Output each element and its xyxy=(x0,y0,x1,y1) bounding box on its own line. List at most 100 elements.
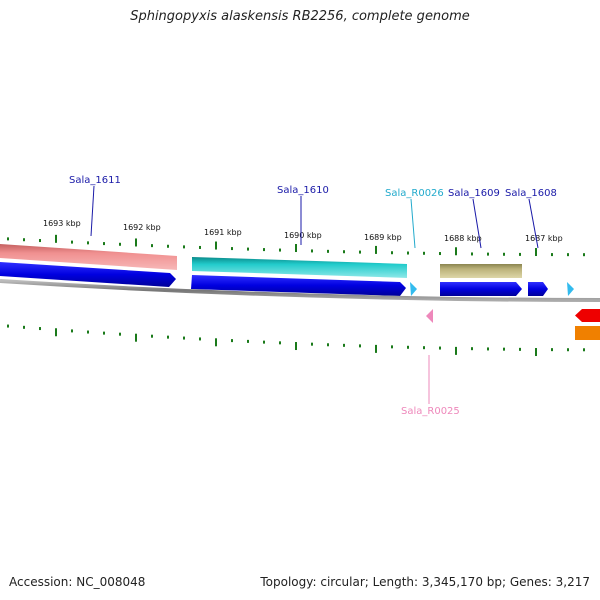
gene-label-sala-1609[interactable]: Sala_1609 xyxy=(448,188,500,199)
gene-arrow-sala-1611[interactable] xyxy=(0,262,176,287)
tick-mark xyxy=(391,345,393,349)
tick-mark xyxy=(567,348,569,352)
reverse-gene-red[interactable] xyxy=(575,309,600,322)
tick-mark xyxy=(503,252,505,256)
map-title: Sphingopyxis alaskensis RB2256, complete… xyxy=(130,9,470,24)
tick-mark xyxy=(375,344,377,353)
tick-mark xyxy=(247,339,249,343)
gene-label-sala-r0025[interactable]: Sala_R0025 xyxy=(401,406,460,417)
trna-arrow-right[interactable] xyxy=(567,282,574,296)
tick-mark xyxy=(183,336,185,340)
tick-mark xyxy=(295,342,297,351)
tick-mark xyxy=(103,242,105,246)
tick-mark xyxy=(407,345,409,349)
tick-mark xyxy=(167,335,169,339)
tick-mark xyxy=(263,248,265,252)
trna-arrow-sala-r0025[interactable] xyxy=(426,309,433,323)
tick-mark xyxy=(135,238,137,247)
tick-mark xyxy=(103,331,105,335)
kbp-label: 1690 kbp xyxy=(284,231,322,240)
tick-mark xyxy=(55,328,57,337)
tick-mark xyxy=(439,346,441,350)
tick-mark xyxy=(231,247,233,251)
tick-mark xyxy=(327,249,329,253)
gene-label-sala-1608[interactable]: Sala_1608 xyxy=(505,188,557,199)
tick-mark xyxy=(183,245,185,249)
tick-mark xyxy=(151,244,153,248)
tick-mark xyxy=(327,343,329,347)
tick-mark xyxy=(359,250,361,254)
gene-label-sala-1610[interactable]: Sala_1610 xyxy=(277,185,329,196)
kbp-label: 1692 kbp xyxy=(123,223,161,232)
tick-mark xyxy=(343,343,345,347)
tick-mark xyxy=(23,238,25,242)
tick-mark xyxy=(119,242,121,246)
tick-mark xyxy=(423,346,425,350)
forward-tick-marks xyxy=(7,234,585,257)
genome-backbone xyxy=(0,279,600,302)
tick-mark xyxy=(71,329,73,333)
tick-mark xyxy=(151,334,153,338)
tick-mark xyxy=(167,244,169,248)
tick-mark xyxy=(71,240,73,244)
tick-mark xyxy=(343,250,345,254)
gene-arrow-sala-1610[interactable] xyxy=(191,275,406,296)
reverse-genes xyxy=(426,309,600,340)
tick-mark xyxy=(135,333,137,342)
tick-mark xyxy=(455,346,457,355)
tick-mark xyxy=(391,251,393,255)
tick-mark xyxy=(279,341,281,345)
tick-mark xyxy=(583,348,585,352)
gene-labels: Sala_1611 Sala_1610 Sala_R0026 Sala_1609… xyxy=(69,175,557,417)
tick-mark xyxy=(311,342,313,346)
gene-label-sala-1611[interactable]: Sala_1611 xyxy=(69,175,121,186)
kbp-label: 1688 kbp xyxy=(444,234,482,243)
tick-mark xyxy=(87,330,89,334)
tick-mark xyxy=(7,324,9,328)
label-leaders xyxy=(90,185,539,404)
tick-mark xyxy=(551,348,553,352)
gene-label-sala-r0026[interactable]: Sala_R0026 xyxy=(385,188,444,199)
tick-mark xyxy=(199,245,201,249)
tick-mark xyxy=(295,244,297,253)
kbp-label: 1693 kbp xyxy=(43,219,81,228)
reverse-tick-marks xyxy=(7,324,585,357)
tick-mark xyxy=(455,247,457,256)
tick-mark xyxy=(471,347,473,351)
cog-bar-sala-1610[interactable] xyxy=(192,257,407,278)
tick-mark xyxy=(199,337,201,341)
cog-bar-sala-1609[interactable] xyxy=(440,264,522,278)
gene-arrow-sala-1608[interactable] xyxy=(528,282,548,296)
tick-mark xyxy=(87,241,89,245)
tick-mark xyxy=(7,237,9,241)
tick-mark xyxy=(311,249,313,253)
cog-bars xyxy=(0,244,522,278)
cog-bar-sala-1611[interactable] xyxy=(0,244,177,270)
tick-mark xyxy=(119,332,121,336)
topology-text: Topology: circular; Length: 3,345,170 bp… xyxy=(260,575,590,589)
tick-mark xyxy=(263,340,265,344)
tick-mark xyxy=(39,327,41,331)
reverse-gene-orange[interactable] xyxy=(575,326,600,340)
tick-mark xyxy=(23,325,25,329)
tick-mark xyxy=(55,234,57,243)
tick-mark xyxy=(279,248,281,252)
tick-mark xyxy=(215,241,217,250)
kbp-label: 1691 kbp xyxy=(204,228,242,237)
forward-genes xyxy=(0,262,574,296)
trna-arrow-sala-r0026[interactable] xyxy=(410,282,417,296)
tick-mark xyxy=(423,251,425,255)
accession-text: Accession: NC_008048 xyxy=(9,575,146,589)
tick-mark xyxy=(39,239,41,243)
tick-mark xyxy=(583,253,585,257)
tick-mark xyxy=(375,245,377,254)
kbp-label: 1689 kbp xyxy=(364,233,402,242)
kbp-label: 1687 kbp xyxy=(525,234,563,243)
tick-mark xyxy=(247,247,249,251)
tick-mark xyxy=(471,252,473,256)
gene-arrow-sala-1609[interactable] xyxy=(440,282,522,296)
tick-mark xyxy=(359,344,361,348)
tick-mark xyxy=(439,252,441,256)
tick-mark xyxy=(487,347,489,351)
